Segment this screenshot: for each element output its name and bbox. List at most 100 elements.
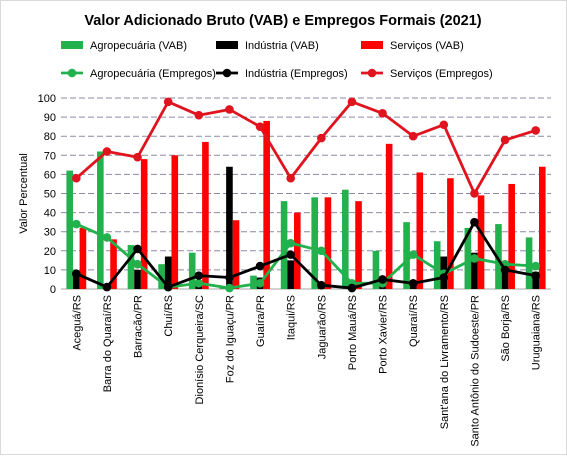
bar	[66, 170, 74, 289]
bar	[263, 120, 270, 289]
x-tick-label: Barra do Quaraí/RS	[102, 295, 114, 392]
line-point	[286, 173, 295, 183]
line-point	[439, 273, 449, 282]
x-tick-label: Porto Xavier/RS	[378, 295, 390, 374]
y-tick-label: 50	[44, 189, 56, 201]
line-point	[408, 250, 418, 259]
bar	[171, 155, 179, 289]
y-tick-label: 10	[44, 265, 56, 277]
bar	[311, 197, 319, 289]
x-tick-label: Barracão/PR	[133, 295, 145, 358]
bar	[226, 166, 233, 289]
bar	[342, 189, 349, 289]
line-point	[470, 217, 479, 227]
line-point	[225, 283, 234, 293]
y-axis: 0 10 20 30 40 50 60 70 80 90 100	[38, 93, 56, 296]
line-point	[500, 265, 510, 275]
legend-label: Agropecuária (VAB)	[90, 40, 187, 52]
x-tick-label: Jaguarão/RS	[316, 295, 328, 359]
bar	[501, 267, 509, 289]
line-point	[470, 189, 479, 198]
x-tick-label: Sant'ana do Livramento/RS	[439, 295, 451, 429]
line-point	[72, 269, 81, 279]
line-point	[439, 120, 449, 130]
line-point	[194, 271, 204, 280]
line-point	[531, 126, 540, 135]
x-tick-label: Aceguá/RS	[71, 295, 83, 351]
bar	[188, 252, 196, 289]
line-point	[255, 278, 265, 288]
y-tick-label: 90	[44, 112, 56, 124]
bar	[293, 212, 301, 289]
line-point	[347, 97, 357, 107]
bar	[134, 269, 141, 289]
bar	[287, 260, 294, 289]
legend-label: Serviços (VAB)	[390, 40, 464, 52]
line-point	[133, 259, 142, 269]
legend-marker	[67, 68, 77, 78]
bar	[232, 220, 240, 289]
line-point	[317, 133, 326, 143]
legend-label: Indústria (VAB)	[245, 40, 319, 52]
x-tick-label: Guaíra/PR	[255, 295, 267, 347]
bar	[372, 250, 380, 289]
line-point	[72, 219, 81, 229]
line-point	[408, 131, 418, 141]
line-point	[317, 280, 326, 290]
y-tick-label: 0	[50, 284, 56, 296]
line-point	[255, 122, 265, 131]
bar	[280, 201, 288, 289]
bar	[127, 245, 135, 289]
bar	[355, 201, 362, 289]
series-line	[75, 222, 536, 290]
line-point	[286, 238, 295, 248]
line-point	[531, 261, 540, 271]
y-tick-label: 60	[44, 169, 56, 181]
legend-label: Agropecuária (Empregos)	[90, 68, 216, 80]
x-tick-label: Uruguaiana/RS	[531, 295, 543, 370]
line-point	[470, 254, 479, 263]
line-point	[317, 246, 326, 256]
legend-swatch	[361, 41, 383, 49]
line-point	[194, 278, 204, 288]
legend-marker	[367, 68, 377, 78]
bar	[79, 227, 87, 289]
line-point	[102, 147, 112, 156]
bar	[164, 256, 172, 289]
line-point	[102, 282, 112, 292]
legend-label: Serviços (Empregos)	[390, 68, 493, 80]
line-point	[163, 97, 173, 107]
bar	[324, 197, 332, 289]
lines	[72, 97, 540, 293]
bar	[250, 275, 257, 289]
bar	[202, 141, 209, 289]
x-tick-label: Chuí/RS	[163, 295, 175, 337]
series-line	[75, 220, 536, 290]
x-tick-label: Porto Mauá/RS	[347, 295, 359, 370]
x-tick-label: São Borja/RS	[500, 295, 512, 362]
bar	[471, 252, 478, 289]
y-tick-label: 30	[44, 227, 56, 239]
x-axis: Aceguá/RS Barra do Quaraí/RS Barracão/PR Ch…	[71, 295, 542, 447]
y-tick-label: 40	[44, 208, 56, 220]
bar	[464, 227, 472, 289]
x-tick-label: Santo Antônio do Sudoeste/PR	[469, 295, 481, 447]
bar	[477, 195, 485, 289]
series-line	[75, 100, 537, 195]
y-tick-label: 80	[44, 131, 56, 143]
line-point	[408, 278, 418, 288]
y-tick-label: 70	[44, 150, 56, 162]
line-point	[531, 271, 540, 280]
bar	[97, 151, 104, 289]
legend-swatch	[216, 41, 238, 49]
line-point	[133, 152, 142, 162]
legend-swatch	[61, 41, 83, 49]
bar	[403, 222, 410, 289]
bar	[538, 166, 546, 289]
line-point	[163, 282, 173, 292]
legend: Agropecuária (VAB) Indústria (VAB) Serviço…	[61, 40, 493, 80]
legend-label: Indústria (Empregos)	[245, 68, 348, 80]
chart-title: Valor Adicionado Bruto (VAB) e Empregos …	[84, 13, 481, 29]
